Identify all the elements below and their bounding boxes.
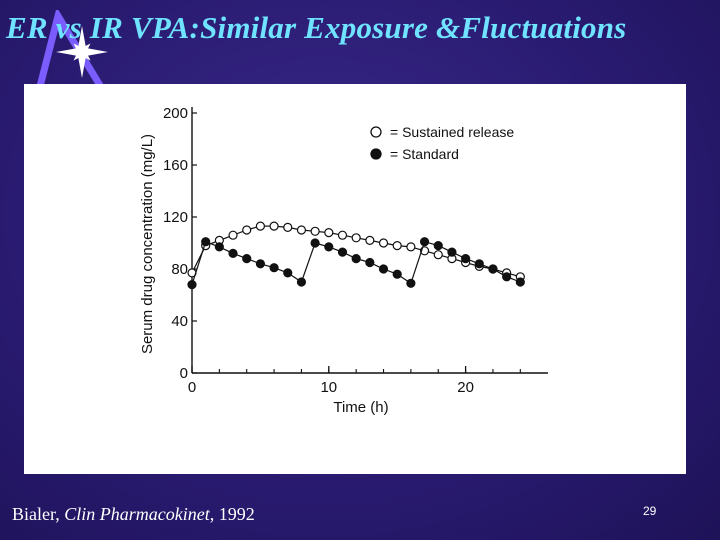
standard-point [447,247,457,257]
y-axis-label: Serum drug concentration (mg/L) [139,134,156,354]
standard-point [310,238,320,248]
y-tick-label: 120 [163,209,188,226]
standard-point [515,277,525,287]
chart-marks [187,221,525,290]
standard-point [214,242,224,252]
x-tick-label: 20 [457,379,474,396]
standard-point [242,254,252,264]
standard-point [461,254,471,264]
y-tick-label: 0 [180,365,188,382]
citation: Bialer, Clin Pharmacokinet, 1992 [12,504,255,525]
citation-year: , 1992 [209,504,255,524]
standard-point [392,269,402,279]
legend-entry: = Standard [390,146,459,162]
standard-point [228,248,238,258]
series-line-segment [300,242,316,283]
legend-entry: = Sustained release [390,124,514,140]
sustained-release-point [255,221,265,231]
sustained-release-point [269,221,279,231]
chart-legend: = Sustained release = Standard [370,124,514,162]
y-tick-label: 40 [171,313,188,330]
x-tick-label: 10 [320,379,337,396]
standard-point [351,254,361,264]
sustained-release-point [392,241,402,251]
logo-star-icon [56,26,108,78]
standard-point [283,268,293,278]
series-line-segment [191,241,207,285]
sustained-release-point [228,230,238,240]
sustained-release-point [283,222,293,232]
legend-marker [370,148,382,160]
standard-point [406,278,416,288]
chart-ticks: 0 40 80 120 160 200 0 10 20 [163,105,521,396]
sustained-release-point [310,226,320,236]
standard-point [502,272,512,282]
standard-point [474,259,484,269]
standard-point [337,247,348,257]
citation-journal: Clin Pharmacokinet [64,504,210,524]
standard-point [378,264,389,274]
y-tick-label: 200 [163,105,188,122]
citation-author: Bialer, [12,504,65,524]
standard-point [324,242,334,252]
sustained-release-point [296,225,307,235]
standard-point [296,277,307,287]
standard-point [488,264,498,274]
sustained-release-point [351,233,361,243]
x-axis-label: Time (h) [333,399,388,416]
standard-point [419,237,430,247]
series-line-segment [410,241,426,284]
chart-panel: 0 40 80 120 160 200 0 10 20 = Sustained release =… [24,84,686,474]
sustained-release-point [406,242,416,252]
standard-point [269,263,279,273]
x-tick-label: 0 [188,379,196,396]
sustained-release-point [337,230,348,240]
sustained-release-point [433,250,443,260]
sustained-release-point [365,235,375,245]
slide-number: 29 [643,504,657,518]
y-tick-label: 80 [171,261,188,278]
standard-point [201,237,211,247]
chart-axes [191,107,548,374]
standard-point [365,257,375,268]
sustained-release-point [378,238,389,248]
legend-marker [370,126,382,138]
sustained-release-point [324,228,334,238]
slide-title: ER vs IR VPA:Similar Exposure &Fluctuati… [6,10,627,45]
standard-point [255,259,265,269]
standard-point [187,280,197,290]
y-tick-label: 160 [163,157,188,174]
sustained-release-point [242,225,252,235]
standard-point [433,241,443,251]
